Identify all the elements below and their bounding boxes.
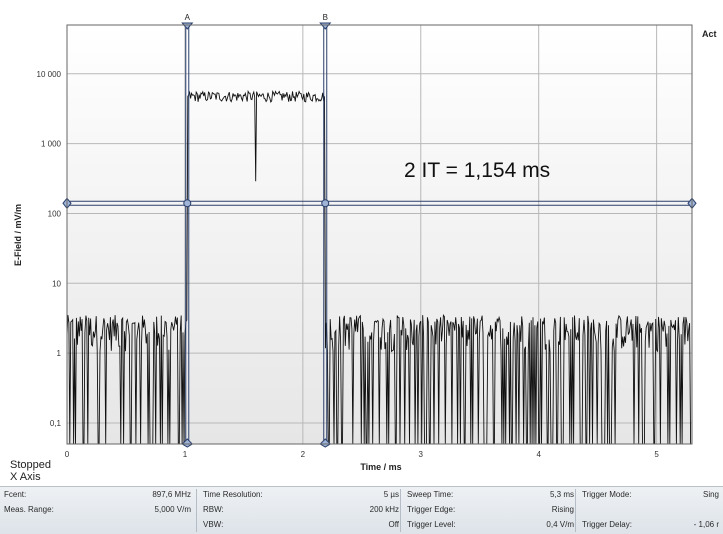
info-row: RBW: 200 kHz	[199, 502, 403, 514]
y-axis-label: E-Field / mV/m	[13, 204, 23, 266]
info-row: Meas. Range: 5,000 V/m	[0, 502, 195, 514]
cursor-bottom-handle[interactable]	[319, 438, 332, 448]
x-tick-label: 2	[301, 450, 306, 459]
axes: 0,1 1 10 100 1 000 10 000 0 1 2 3 4 5	[37, 24, 693, 459]
info-value: 0,4 V/m	[546, 520, 574, 529]
info-value: 5,000 V/m	[154, 505, 191, 514]
info-label: RBW:	[203, 505, 224, 514]
cursor-bottom-handle[interactable]	[181, 438, 194, 448]
x-axis-label: Time / ms	[360, 462, 401, 472]
cursor-intersection-dot	[183, 199, 192, 208]
info-row	[578, 502, 723, 514]
info-row: Trigger Delay: - 1,06 r	[578, 517, 723, 529]
info-label: Trigger Mode:	[582, 490, 632, 499]
plot-frame	[66, 24, 693, 445]
info-column: Trigger Mode: Sing Trigger Delay: - 1,06 r	[578, 487, 723, 534]
corner-label: Act	[702, 29, 717, 39]
x-tick-label: 4	[536, 450, 541, 459]
info-row: VBW: Off	[199, 517, 403, 529]
info-value: Rising	[551, 505, 574, 514]
info-label: Time Resolution:	[203, 490, 263, 499]
info-panel: Fcent: 897,6 MHz Meas. Range: 5,000 V/m Time…	[0, 486, 723, 534]
info-row: Trigger Level: 0,4 V/m	[403, 517, 578, 529]
y-tick-label: 0,1	[50, 419, 62, 428]
info-value: - 1,06 r	[693, 520, 719, 529]
x-tick-label: 5	[654, 450, 659, 459]
info-label: Trigger Level:	[407, 520, 456, 529]
info-label: Sweep Time:	[407, 490, 454, 499]
info-separator	[400, 489, 401, 532]
info-value: Off	[388, 520, 399, 529]
y-tick-label: 10	[52, 279, 61, 288]
y-tick-label: 1	[57, 349, 62, 358]
info-label: Trigger Edge:	[407, 505, 456, 514]
y-tick-label: 100	[48, 209, 62, 218]
info-column: Fcent: 897,6 MHz Meas. Range: 5,000 V/m	[0, 487, 195, 534]
annotation-text: 2 IT = 1,154 ms	[404, 159, 550, 182]
info-separator	[575, 489, 576, 532]
info-value: 5 µs	[383, 490, 399, 499]
status-text: Stopped	[10, 459, 51, 471]
cursor-label: B	[323, 13, 328, 22]
info-row: Trigger Edge: Rising	[403, 502, 578, 514]
info-value: Sing	[702, 490, 719, 499]
info-label: Meas. Range:	[4, 505, 54, 514]
cursor-intersection-dot	[321, 199, 330, 208]
info-column: Sweep Time: 5,3 ms Trigger Edge: Rising Trig…	[403, 487, 578, 534]
info-label: VBW:	[203, 520, 224, 529]
info-value: 5,3 ms	[549, 490, 574, 499]
info-row: Fcent: 897,6 MHz	[0, 487, 195, 499]
info-label: Trigger Delay:	[582, 520, 632, 529]
cursor-label: A	[185, 13, 191, 22]
info-separator	[196, 489, 197, 532]
y-tick-label: 1 000	[41, 140, 62, 149]
info-value: 200 kHz	[369, 505, 399, 514]
axis-selector-label[interactable]: X Axis	[10, 471, 41, 483]
info-row: Trigger Mode: Sing	[578, 487, 723, 499]
x-tick-label: 0	[65, 450, 70, 459]
x-tick-label: 3	[419, 450, 424, 459]
x-tick-label: 1	[183, 450, 188, 459]
info-row: Time Resolution: 5 µs	[199, 487, 403, 499]
info-column: Time Resolution: 5 µs RBW: 200 kHz VBW: Off	[199, 487, 403, 534]
info-value: 897,6 MHz	[152, 490, 191, 499]
info-label: Fcent:	[4, 490, 27, 499]
info-row: Sweep Time: 5,3 ms	[403, 487, 578, 499]
y-tick-label: 10 000	[37, 70, 62, 79]
